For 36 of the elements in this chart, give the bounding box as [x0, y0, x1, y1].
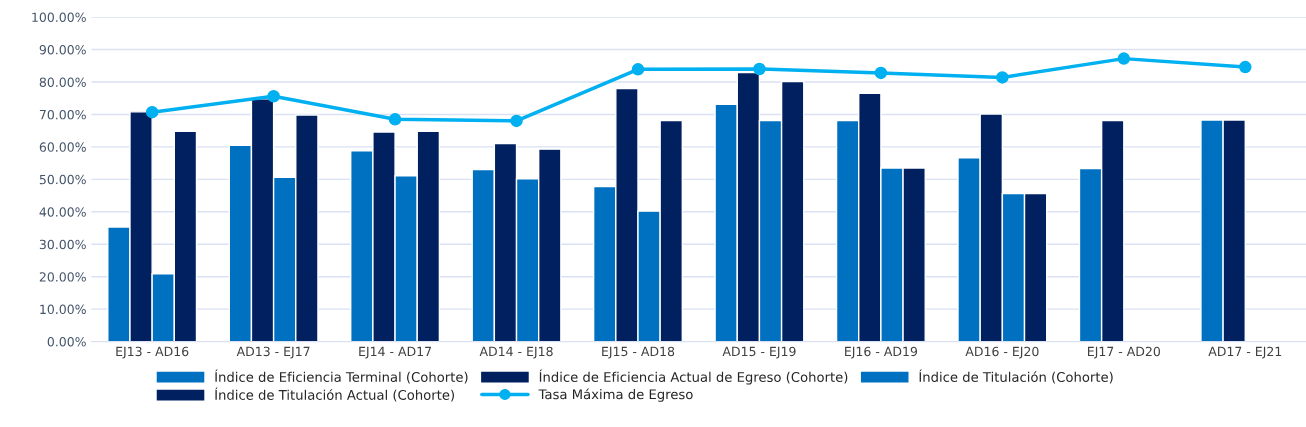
x-tick-label: EJ15 - AD18	[602, 346, 675, 359]
point	[874, 66, 888, 80]
x-tick-label: AD14 - EJ18	[479, 346, 553, 359]
y-tick-label: 90.00%	[39, 45, 86, 55]
y-tick-label: 30.00%	[39, 239, 86, 250]
y-tick-label: 0.00%	[47, 337, 86, 347]
legend-label: Índice de Titulación (Cohorte)	[919, 369, 1113, 384]
point	[631, 63, 645, 76]
point	[267, 90, 280, 103]
point	[753, 62, 766, 76]
point	[145, 105, 159, 119]
y-tick-label: 100.00%	[32, 12, 86, 23]
point	[1239, 60, 1252, 74]
point	[996, 71, 1009, 84]
x-tick-label: AD15 - EJ19	[722, 346, 796, 359]
y-tick-label: 40.00%	[39, 207, 86, 217]
x-tick-label: EJ14 - AD17	[359, 346, 432, 359]
legend-label: Tasa Máxima de Egreso	[538, 388, 693, 402]
x-tick-label: AD17 - EJ21	[1208, 346, 1282, 359]
y-tick-label: 80.00%	[39, 77, 86, 87]
x-tick-label: EJ16 - AD19	[845, 346, 918, 359]
legend-label: Índice de Titulación Actual (Cohorte)	[215, 387, 454, 402]
x-tick-label: AD16 - EJ20	[965, 346, 1039, 359]
y-tick-label: 50.00%	[39, 174, 86, 185]
legend-label: Índice de Eficiencia Terminal (Cohorte)	[215, 369, 468, 384]
x-tick-label: EJ17 - AD20	[1088, 346, 1160, 359]
point	[510, 114, 523, 128]
y-tick-label: 70.00%	[39, 109, 86, 120]
y-tick-label: 10.00%	[40, 304, 86, 315]
point	[1117, 52, 1131, 65]
legend-label: Índice de Eficiencia Actual de Egreso (Cohorte)	[539, 369, 848, 385]
x-tick-label: AD13 - EJ17	[236, 346, 310, 359]
x-tick-label: EJ13 - AD16	[116, 346, 189, 359]
y-tick-label: 60.00%	[39, 142, 86, 152]
point	[388, 113, 402, 126]
y-tick-label: 20.00%	[39, 272, 86, 282]
